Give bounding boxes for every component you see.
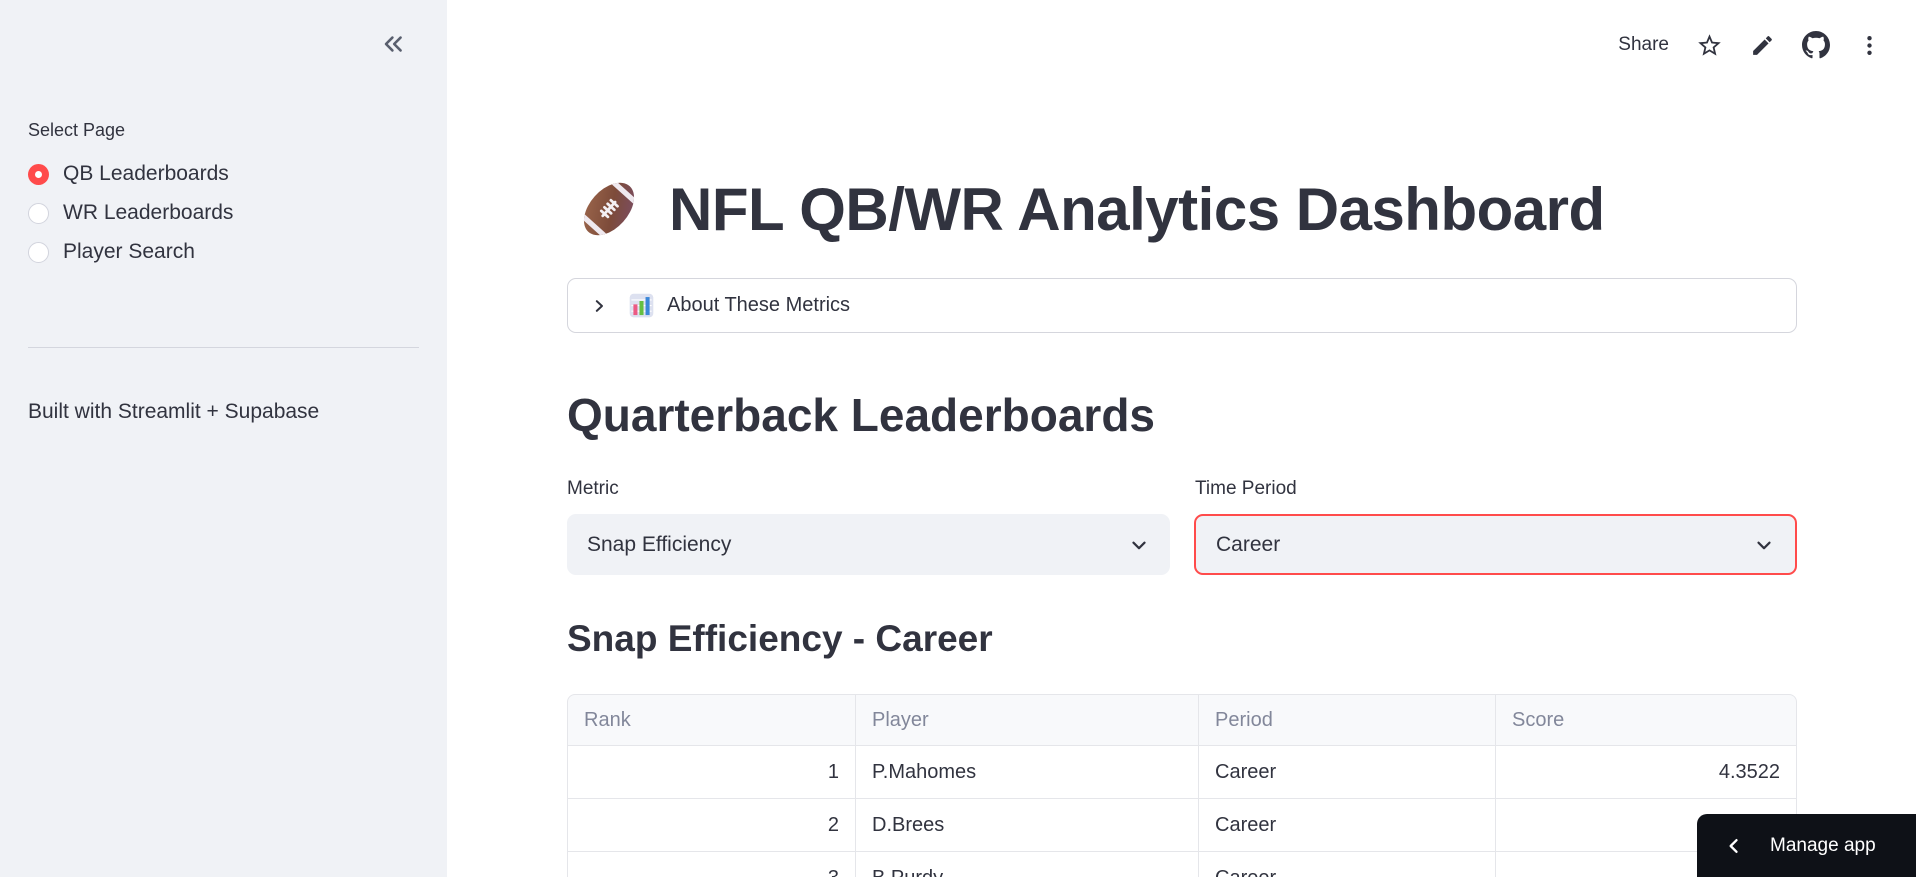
column-header-rank: Rank [567, 694, 856, 746]
about-metrics-expander[interactable]: About These Metrics [567, 278, 1797, 333]
cell-rank: 1 [567, 746, 856, 799]
sidebar-item-player-search[interactable]: Player Search [28, 238, 233, 266]
time-period-label: Time Period [1195, 478, 1297, 499]
sidebar-footer-text: Built with Streamlit + Supabase [28, 400, 320, 423]
table-row: 3 B.Purdy Career [567, 852, 1797, 877]
chevron-down-icon [1753, 534, 1775, 556]
radio-label: QB Leaderboards [63, 162, 229, 185]
bar-chart-icon [628, 292, 655, 319]
table-row: 2 D.Brees Career [567, 799, 1797, 852]
sidebar-divider [28, 347, 419, 348]
chevron-left-icon [1724, 836, 1744, 856]
manage-app-button[interactable]: Manage app [1697, 814, 1916, 877]
app-toolbar: Share [1618, 26, 1882, 64]
page-radio-group: QB Leaderboards WR Leaderboards Player S… [28, 160, 233, 266]
radio-selected-icon [28, 163, 49, 185]
radio-label: Player Search [63, 240, 195, 263]
github-icon[interactable] [1802, 31, 1830, 59]
table-title: Snap Efficiency - Career [567, 618, 993, 659]
cell-period: Career [1199, 799, 1496, 852]
column-header-score: Score [1496, 694, 1797, 746]
radio-label: WR Leaderboards [63, 201, 234, 224]
kebab-menu-icon[interactable] [1857, 33, 1882, 58]
sidebar-item-qb-leaderboards[interactable]: QB Leaderboards [28, 160, 233, 188]
cell-player: D.Brees [856, 799, 1199, 852]
cell-player: B.Purdy [856, 852, 1199, 877]
cell-player: P.Mahomes [856, 746, 1199, 799]
radio-unselected-icon [28, 241, 49, 263]
expander-label: About These Metrics [667, 294, 851, 316]
leaderboard-table: Rank Player Period Score 1 P.Mahomes Car… [567, 694, 1797, 877]
radio-unselected-icon [28, 202, 49, 224]
page-title: NFL QB/WR Analytics Dashboard [669, 175, 1605, 243]
share-button[interactable]: Share [1618, 34, 1669, 55]
cell-rank: 3 [567, 852, 856, 877]
section-heading: Quarterback Leaderboards [567, 389, 1156, 441]
cell-rank: 2 [567, 799, 856, 852]
time-period-select-value: Career [1216, 532, 1281, 556]
cell-period: Career [1199, 852, 1496, 877]
star-icon[interactable] [1696, 32, 1723, 59]
edit-pencil-icon[interactable] [1750, 33, 1775, 58]
sidebar-collapse-button[interactable] [379, 30, 407, 58]
double-chevron-left-icon [379, 30, 407, 58]
metric-select[interactable]: Snap Efficiency [567, 514, 1170, 575]
chevron-right-icon [590, 297, 608, 315]
table-header-row: Rank Player Period Score [567, 694, 1797, 746]
column-header-player: Player [856, 694, 1199, 746]
chevron-down-icon [1128, 534, 1150, 556]
select-page-label: Select Page [28, 120, 126, 140]
sidebar-item-wr-leaderboards[interactable]: WR Leaderboards [28, 199, 233, 227]
metric-select-value: Snap Efficiency [587, 532, 732, 556]
main-content: NFL QB/WR Analytics Dashboard About Thes… [567, 0, 1797, 877]
football-icon [575, 174, 643, 244]
column-header-period: Period [1199, 694, 1496, 746]
time-period-select[interactable]: Career [1194, 514, 1797, 575]
table-row: 1 P.Mahomes Career 4.3522 [567, 746, 1797, 799]
cell-period: Career [1199, 746, 1496, 799]
metric-label: Metric [567, 478, 619, 499]
manage-app-label: Manage app [1770, 834, 1876, 856]
cell-score: 4.3522 [1496, 746, 1797, 799]
page-title-row: NFL QB/WR Analytics Dashboard [575, 170, 1605, 248]
sidebar: Select Page QB Leaderboards WR Leaderboa… [0, 0, 447, 877]
